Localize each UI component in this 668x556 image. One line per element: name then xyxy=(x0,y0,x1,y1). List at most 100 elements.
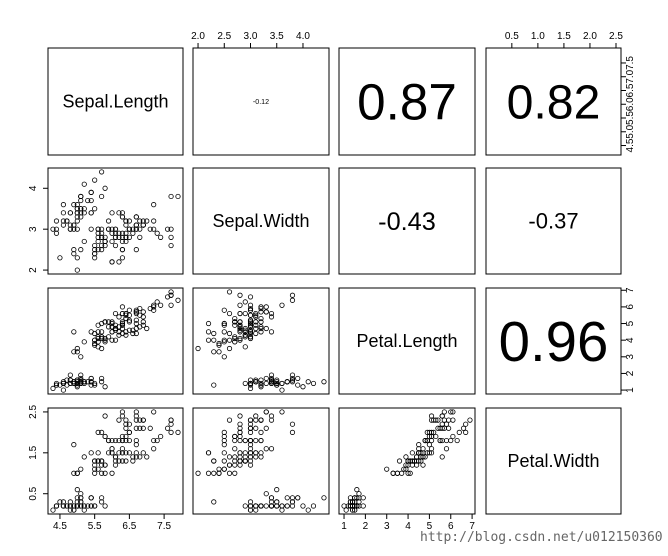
point xyxy=(401,466,407,472)
point xyxy=(99,247,105,253)
point xyxy=(247,499,254,505)
point xyxy=(289,429,296,435)
point xyxy=(237,335,243,342)
point xyxy=(268,379,275,385)
point xyxy=(289,292,296,298)
point xyxy=(74,349,80,355)
point xyxy=(242,325,248,332)
point xyxy=(78,495,84,501)
point xyxy=(454,437,460,444)
point xyxy=(221,320,227,327)
point xyxy=(105,437,112,444)
point xyxy=(268,372,275,378)
point xyxy=(116,458,122,464)
point xyxy=(226,470,233,476)
point xyxy=(443,437,450,444)
point xyxy=(112,437,119,444)
point xyxy=(354,487,360,493)
point xyxy=(226,345,233,352)
tick-label: 1.5 xyxy=(28,445,39,459)
point xyxy=(99,193,105,200)
point xyxy=(268,495,275,501)
point xyxy=(274,380,280,387)
point xyxy=(211,349,217,355)
point xyxy=(137,454,143,460)
point xyxy=(211,330,217,337)
point xyxy=(123,234,129,240)
point xyxy=(258,450,264,456)
point xyxy=(81,238,87,245)
point xyxy=(92,177,98,183)
point xyxy=(247,322,254,328)
point xyxy=(237,325,243,332)
point xyxy=(147,425,153,431)
point xyxy=(78,503,84,509)
point xyxy=(88,197,94,204)
point xyxy=(426,433,433,440)
tick-label: 5.5 xyxy=(88,521,102,532)
point xyxy=(85,503,91,509)
point xyxy=(74,377,80,383)
point xyxy=(85,379,91,385)
point xyxy=(88,450,94,456)
point xyxy=(268,503,275,509)
point xyxy=(258,382,264,388)
point xyxy=(119,304,126,310)
point xyxy=(74,267,80,273)
point xyxy=(116,210,122,216)
point xyxy=(50,507,56,513)
point xyxy=(116,437,122,444)
tick-label: 4.5 xyxy=(625,138,636,152)
point xyxy=(105,319,112,325)
point xyxy=(64,503,70,509)
tick-label: 2 xyxy=(625,370,636,376)
point xyxy=(420,450,426,456)
point xyxy=(92,206,98,212)
point xyxy=(133,226,139,232)
point xyxy=(289,379,296,385)
point xyxy=(284,379,290,385)
point xyxy=(242,380,248,387)
point xyxy=(460,425,467,431)
tick-label: 4 xyxy=(625,337,636,343)
point xyxy=(95,234,101,240)
tick-label: 2.5 xyxy=(609,31,623,42)
point xyxy=(446,417,452,423)
point xyxy=(237,324,243,330)
point xyxy=(268,417,275,423)
tick-label: 7 xyxy=(469,521,475,532)
point xyxy=(67,226,73,232)
point xyxy=(88,495,94,501)
point xyxy=(274,487,280,493)
point xyxy=(109,226,115,232)
point xyxy=(226,310,233,317)
point xyxy=(221,307,227,313)
point xyxy=(247,385,254,392)
point xyxy=(195,470,201,476)
point xyxy=(247,302,254,308)
point xyxy=(81,181,87,187)
point xyxy=(88,375,94,382)
panel-frame-3-3 xyxy=(485,407,622,515)
point xyxy=(295,375,301,382)
point xyxy=(102,470,108,476)
point xyxy=(253,330,259,337)
point xyxy=(116,259,122,265)
panel-frame-0-0 xyxy=(47,47,184,156)
point xyxy=(112,454,119,460)
point xyxy=(74,214,80,220)
watermark-text: http://blog.csdn.net/u012150360 xyxy=(420,530,663,545)
point xyxy=(232,322,238,328)
tick-label: 5.5 xyxy=(625,111,636,125)
tick-label: 2 xyxy=(363,521,369,532)
point xyxy=(130,226,136,232)
point xyxy=(74,226,80,232)
diag-label-Petal.Length: Petal.Length xyxy=(356,331,457,351)
point xyxy=(242,334,248,340)
point xyxy=(321,495,327,501)
corr-value-0-1: -0.12 xyxy=(253,98,269,106)
point xyxy=(109,450,115,456)
point xyxy=(443,421,450,427)
point xyxy=(242,327,248,333)
point xyxy=(221,337,227,343)
